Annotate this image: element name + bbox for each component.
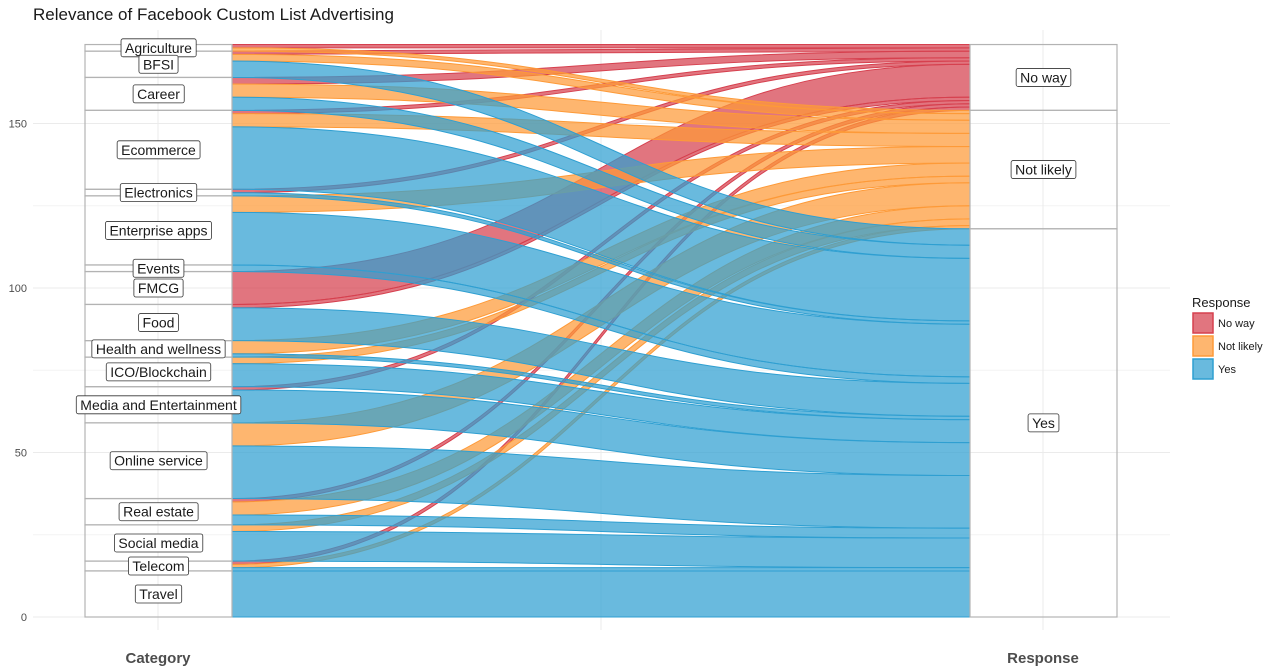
label-text: Health and wellness bbox=[96, 341, 221, 357]
label-text: ICO/Blockchain bbox=[110, 364, 206, 380]
label-text: Media and Entertainment bbox=[80, 397, 237, 413]
label-text: FMCG bbox=[138, 280, 179, 296]
legend-label: No way bbox=[1218, 318, 1255, 330]
label-text: Online service bbox=[114, 453, 203, 469]
label-text: BFSI bbox=[143, 56, 174, 72]
label-text: Yes bbox=[1032, 415, 1055, 431]
label-text: Social media bbox=[118, 535, 198, 551]
category-label: Agriculture bbox=[120, 38, 197, 58]
category-label: Telecom bbox=[128, 556, 189, 576]
axis-label-category: Category bbox=[125, 650, 191, 667]
label-text: Enterprise apps bbox=[109, 222, 207, 238]
flow-ribbon bbox=[231, 44, 971, 49]
label-text: No way bbox=[1020, 69, 1067, 85]
legend-swatch bbox=[1192, 358, 1214, 380]
y-tick-label: 50 bbox=[15, 448, 27, 460]
y-tick-label: 100 bbox=[9, 283, 27, 295]
legend-label: Yes bbox=[1218, 364, 1236, 376]
category-label: BFSI bbox=[138, 54, 179, 74]
label-box bbox=[91, 339, 226, 359]
label-box bbox=[105, 362, 212, 382]
category-label: Real estate bbox=[118, 502, 199, 522]
category-label: Career bbox=[132, 84, 185, 104]
label-text: Not likely bbox=[1015, 162, 1072, 178]
legend-label: Not likely bbox=[1218, 341, 1263, 353]
y-tick-label: 0 bbox=[21, 612, 27, 624]
category-label: Electronics bbox=[119, 183, 198, 202]
legend-swatch bbox=[1192, 335, 1214, 357]
category-label: Events bbox=[132, 258, 185, 278]
legend-swatch bbox=[1192, 312, 1214, 334]
y-axis-ticks: 0 50 100 150 bbox=[9, 119, 27, 625]
category-label: Social media bbox=[114, 533, 204, 553]
category-label: Food bbox=[138, 313, 179, 332]
legend-title: Response bbox=[1192, 295, 1251, 310]
label-text: Events bbox=[137, 260, 180, 276]
label-box bbox=[109, 451, 208, 471]
label-box bbox=[133, 278, 184, 298]
label-text: Electronics bbox=[124, 185, 192, 201]
category-label: Health and wellness bbox=[91, 339, 226, 359]
label-text: Career bbox=[137, 86, 180, 102]
category-label: Ecommerce bbox=[116, 140, 201, 160]
label-box bbox=[1027, 413, 1060, 433]
axis-label-response: Response bbox=[1007, 650, 1079, 667]
label-box bbox=[114, 533, 204, 553]
label-box bbox=[132, 84, 185, 104]
legend: Response No way Not likely Yes bbox=[1192, 295, 1263, 380]
label-box bbox=[105, 221, 212, 240]
response-label: Yes bbox=[1027, 413, 1060, 433]
category-label: Travel bbox=[134, 584, 183, 604]
label-text: Food bbox=[143, 315, 175, 331]
label-text: Telecom bbox=[132, 558, 184, 574]
category-label: FMCG bbox=[133, 278, 184, 298]
response-label: Not likely bbox=[1010, 160, 1077, 179]
label-box bbox=[138, 313, 179, 332]
category-label: ICO/Blockchain bbox=[105, 362, 212, 382]
label-box bbox=[1010, 160, 1077, 179]
label-box bbox=[116, 140, 201, 160]
category-label: Enterprise apps bbox=[105, 221, 212, 240]
label-box bbox=[119, 183, 198, 202]
label-text: Real estate bbox=[123, 504, 194, 520]
chart-title: Relevance of Facebook Custom List Advert… bbox=[33, 5, 394, 24]
stratum-box-response bbox=[969, 228, 1118, 618]
label-box bbox=[132, 258, 185, 278]
label-text: Agriculture bbox=[125, 40, 192, 56]
category-label: Media and Entertainment bbox=[75, 395, 242, 415]
y-tick-label: 150 bbox=[9, 119, 27, 131]
label-box bbox=[134, 584, 183, 604]
label-text: Travel bbox=[139, 586, 177, 602]
label-box bbox=[75, 395, 242, 415]
response-label: No way bbox=[1015, 68, 1072, 87]
label-box bbox=[128, 556, 189, 576]
flow-ribbon bbox=[231, 570, 971, 618]
category-label: Online service bbox=[109, 451, 208, 471]
label-box bbox=[138, 54, 179, 74]
label-box bbox=[1015, 68, 1072, 87]
label-box bbox=[118, 502, 199, 522]
label-text: Ecommerce bbox=[121, 142, 196, 158]
